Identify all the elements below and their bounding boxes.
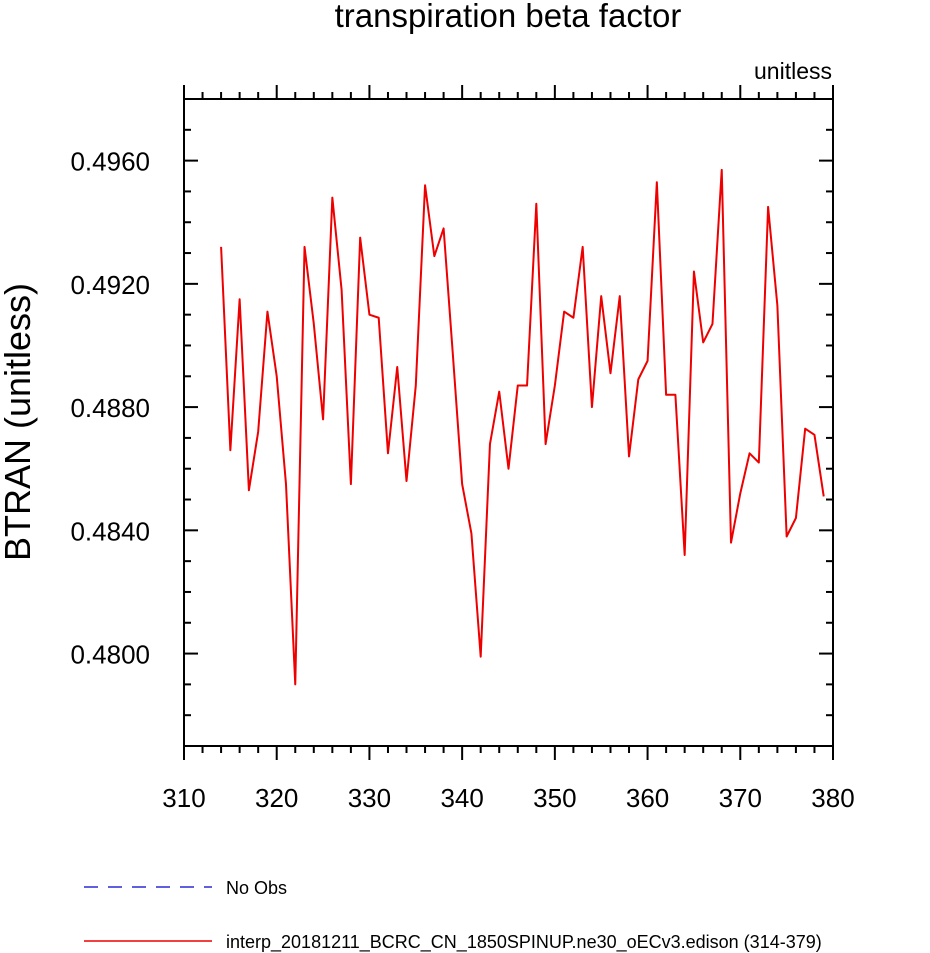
series-layer [220, 168, 825, 686]
x-tick-label: 310 [162, 783, 205, 813]
axis-tick-labels: 310 320 330 340 350 360 370 380 0.4800 0.4840 0.48… [70, 147, 854, 813]
axis-ticks [183, 85, 834, 760]
y-tick-label: 0.4880 [70, 393, 150, 423]
x-tick-label: 330 [348, 783, 391, 813]
series-line-1 [220, 168, 825, 686]
legend: No Obs interp_20181211_BCRC_CN_1850SPINU… [84, 878, 822, 953]
chart-title: transpiration beta factor [335, 0, 682, 34]
x-tick-label: 350 [533, 783, 576, 813]
y-tick-label: 0.4960 [70, 147, 150, 177]
legend-label-no-obs: No Obs [226, 878, 287, 898]
x-tick-label: 360 [626, 783, 669, 813]
x-tick-label: 320 [255, 783, 298, 813]
y-axis-label: BTRAN (unitless) [0, 283, 38, 561]
x-tick-label: 370 [719, 783, 762, 813]
x-tick-label: 380 [811, 783, 854, 813]
legend-label-model: interp_20181211_BCRC_CN_1850SPINUP.ne30_… [226, 932, 822, 953]
plot-frame [183, 98, 834, 747]
x-tick-label: 340 [440, 783, 483, 813]
y-tick-label: 0.4920 [70, 270, 150, 300]
units-label: unitless [754, 58, 832, 84]
y-tick-label: 0.4840 [70, 516, 150, 546]
y-tick-label: 0.4800 [70, 640, 150, 670]
